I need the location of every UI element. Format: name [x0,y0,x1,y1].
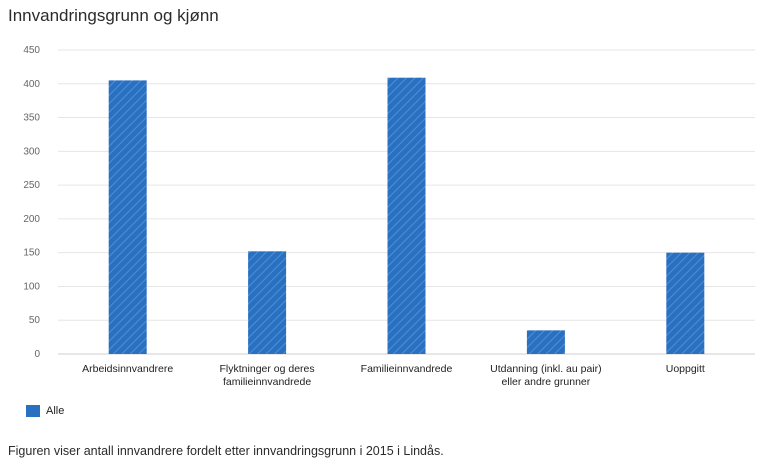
x-tick-label: eller andre grunner [502,376,591,388]
bar [248,251,287,354]
bar [666,252,705,354]
x-tick-label: Utdanning (inkl. au pair) [490,363,601,375]
legend-swatch [26,405,40,417]
x-tick-label: Flyktninger og deres [220,363,315,375]
x-tick-label: familieinnvandrede [223,376,311,388]
bar-chart: 0 50 100 150 200 250 300 350 400 450 Arbeidsinnvan… [23,45,755,388]
label-layer: 0 50 100 150 200 250 300 350 400 450 Arbeidsinnvan… [23,45,705,388]
x-tick-label: Familieinnvandrede [361,363,453,375]
y-tick-label: 50 [29,315,41,326]
y-tick-label: 450 [23,45,40,56]
y-tick-label: 350 [23,113,40,124]
y-tick-label: 250 [23,180,40,191]
chart-caption: Figuren viser antall innvandrere fordelt… [8,444,444,458]
y-tick-label: 0 [34,349,40,360]
y-tick-label: 200 [23,214,40,225]
y-tick-label: 100 [23,281,40,292]
legend-label: Alle [46,405,65,417]
y-tick-label: 400 [23,79,40,90]
bar [526,330,565,354]
bar [108,80,147,355]
y-tick-label: 150 [23,248,40,259]
x-tick-label: Uoppgitt [666,363,705,375]
bar [387,77,426,354]
x-tick-label: Arbeidsinnvandrere [82,363,173,375]
bar-layer [108,77,705,355]
y-tick-label: 300 [23,146,40,157]
legend: Alle [26,405,64,417]
chart-title: Innvandringsgrunn og kjønn [8,6,219,25]
